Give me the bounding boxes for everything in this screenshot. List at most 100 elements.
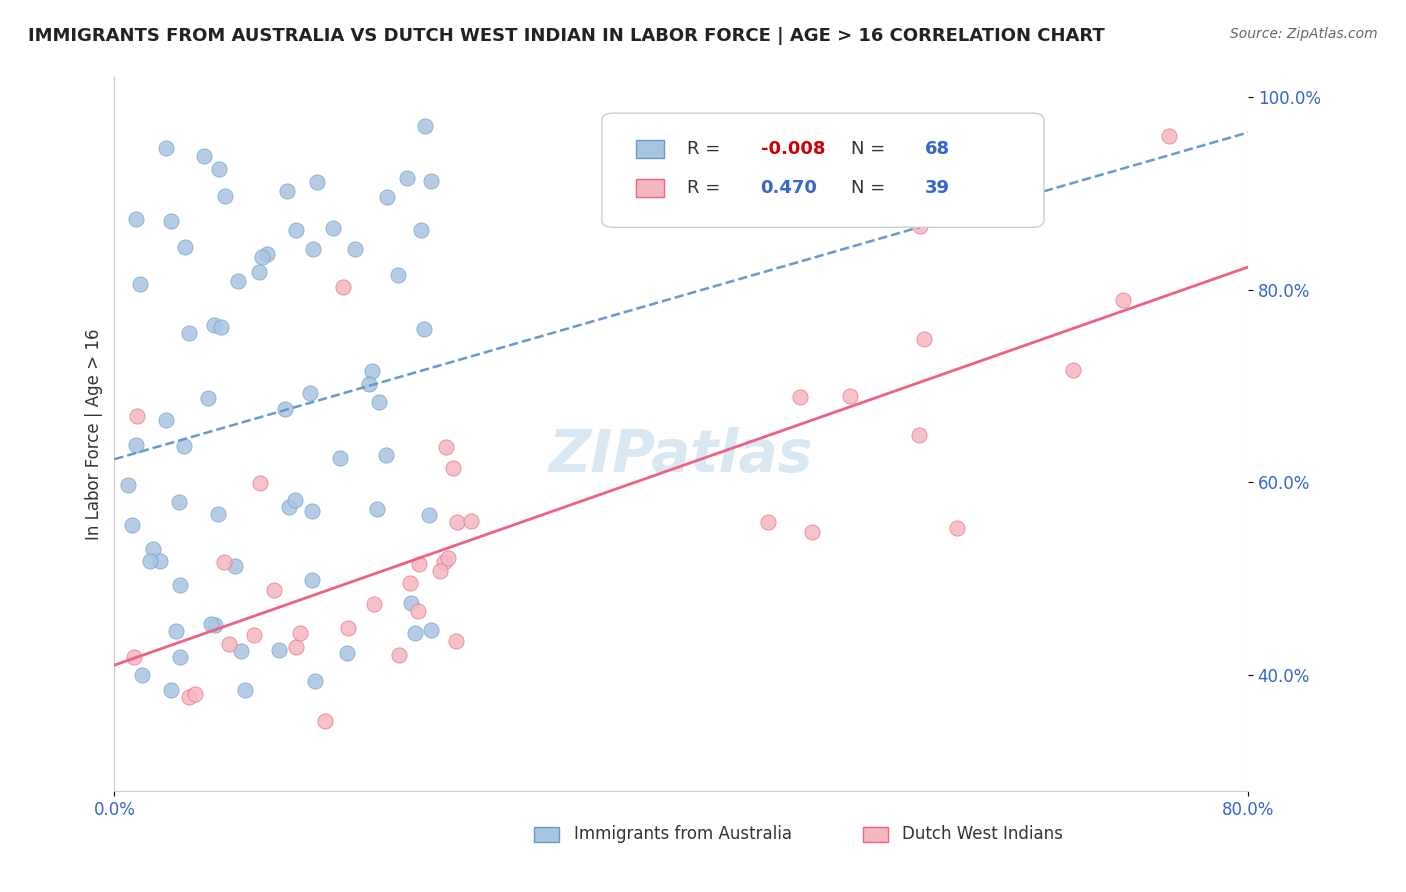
Dutch West Indians	[446, 515, 468, 529]
Dutch West Indians	[212, 555, 235, 569]
Immigrants from Australia	[368, 395, 391, 409]
Text: 0.470: 0.470	[761, 179, 817, 197]
Immigrants from Australia	[247, 265, 270, 279]
Dutch West Indians	[434, 440, 457, 454]
Immigrants from Australia	[284, 223, 307, 237]
Dutch West Indians	[243, 628, 266, 642]
Dutch West Indians	[441, 460, 464, 475]
Dutch West Indians	[332, 279, 354, 293]
Immigrants from Australia	[155, 413, 177, 427]
Text: Source: ZipAtlas.com: Source: ZipAtlas.com	[1230, 27, 1378, 41]
Text: R =: R =	[688, 140, 725, 158]
Immigrants from Australia	[357, 377, 380, 392]
Dutch West Indians	[225, 804, 247, 818]
Dutch West Indians	[429, 565, 451, 579]
Immigrants from Australia	[121, 518, 143, 533]
Immigrants from Australia	[224, 558, 246, 573]
Dutch West Indians	[177, 690, 200, 704]
Immigrants from Australia	[302, 242, 325, 256]
Dutch West Indians	[263, 583, 285, 598]
Immigrants from Australia	[283, 492, 305, 507]
Dutch West Indians	[184, 688, 207, 702]
Text: -0.008: -0.008	[761, 140, 825, 158]
Immigrants from Australia	[235, 683, 257, 698]
Dutch West Indians	[122, 649, 145, 664]
Immigrants from Australia	[277, 500, 299, 514]
Immigrants from Australia	[160, 683, 183, 698]
Dutch West Indians	[408, 557, 430, 571]
Immigrants from Australia	[276, 184, 298, 198]
Immigrants from Australia	[149, 554, 172, 568]
Immigrants from Australia	[229, 644, 252, 658]
Bar	[862, 827, 887, 842]
Immigrants from Australia	[193, 149, 215, 163]
Dutch West Indians	[800, 525, 823, 540]
Immigrants from Australia	[419, 623, 441, 637]
Immigrants from Australia	[117, 478, 139, 492]
Immigrants from Australia	[214, 189, 236, 203]
Immigrants from Australia	[165, 624, 187, 638]
Immigrants from Australia	[301, 574, 323, 588]
Immigrants from Australia	[169, 649, 191, 664]
Text: N =: N =	[851, 179, 891, 197]
Text: 68: 68	[925, 140, 950, 158]
Immigrants from Australia	[409, 222, 432, 236]
Text: Dutch West Indians: Dutch West Indians	[903, 825, 1063, 843]
Immigrants from Australia	[169, 495, 191, 509]
Text: 39: 39	[925, 179, 950, 197]
Immigrants from Australia	[138, 554, 160, 568]
Immigrants from Australia	[209, 320, 232, 334]
Immigrants from Australia	[250, 251, 273, 265]
Dutch West Indians	[446, 633, 468, 648]
Immigrants from Australia	[299, 385, 322, 400]
Bar	[636, 179, 664, 197]
Dutch West Indians	[314, 714, 336, 728]
Dutch West Indians	[218, 637, 240, 651]
Dutch West Indians	[1112, 293, 1135, 307]
Immigrants from Australia	[322, 221, 344, 235]
Immigrants from Australia	[336, 646, 359, 660]
Immigrants from Australia	[125, 438, 148, 452]
Dutch West Indians	[460, 514, 482, 528]
Immigrants from Australia	[375, 190, 398, 204]
Immigrants from Australia	[418, 508, 440, 522]
Immigrants from Australia	[197, 391, 219, 405]
Immigrants from Australia	[207, 161, 229, 176]
Text: ZIPatlas: ZIPatlas	[548, 427, 814, 484]
Text: R =: R =	[688, 179, 725, 197]
Dutch West Indians	[363, 597, 385, 611]
Dutch West Indians	[756, 516, 779, 530]
Text: IMMIGRANTS FROM AUSTRALIA VS DUTCH WEST INDIAN IN LABOR FORCE | AGE > 16 CORRELA: IMMIGRANTS FROM AUSTRALIA VS DUTCH WEST …	[28, 27, 1105, 45]
Immigrants from Australia	[413, 119, 436, 133]
Immigrants from Australia	[125, 212, 148, 227]
Immigrants from Australia	[173, 439, 195, 453]
Immigrants from Australia	[305, 175, 328, 189]
Dutch West Indians	[1157, 128, 1180, 143]
Immigrants from Australia	[131, 667, 153, 681]
Dutch West Indians	[125, 409, 148, 424]
Immigrants from Australia	[256, 247, 278, 261]
Dutch West Indians	[1062, 363, 1084, 377]
Immigrants from Australia	[413, 321, 436, 335]
Immigrants from Australia	[329, 451, 352, 466]
Immigrants from Australia	[419, 173, 441, 187]
Immigrants from Australia	[301, 504, 323, 518]
Bar	[636, 140, 664, 158]
Dutch West Indians	[912, 332, 935, 346]
Immigrants from Australia	[200, 617, 222, 632]
Dutch West Indians	[288, 625, 311, 640]
Immigrants from Australia	[360, 364, 382, 378]
Dutch West Indians	[388, 648, 411, 662]
Dutch West Indians	[433, 555, 456, 569]
Immigrants from Australia	[155, 140, 177, 154]
Dutch West Indians	[406, 604, 429, 618]
Immigrants from Australia	[395, 171, 418, 186]
Dutch West Indians	[249, 476, 271, 491]
Dutch West Indians	[908, 219, 931, 233]
Immigrants from Australia	[179, 326, 201, 340]
Dutch West Indians	[789, 390, 811, 404]
Immigrants from Australia	[207, 507, 229, 521]
FancyBboxPatch shape	[602, 113, 1043, 227]
Immigrants from Australia	[202, 318, 225, 332]
Immigrants from Australia	[169, 578, 191, 592]
